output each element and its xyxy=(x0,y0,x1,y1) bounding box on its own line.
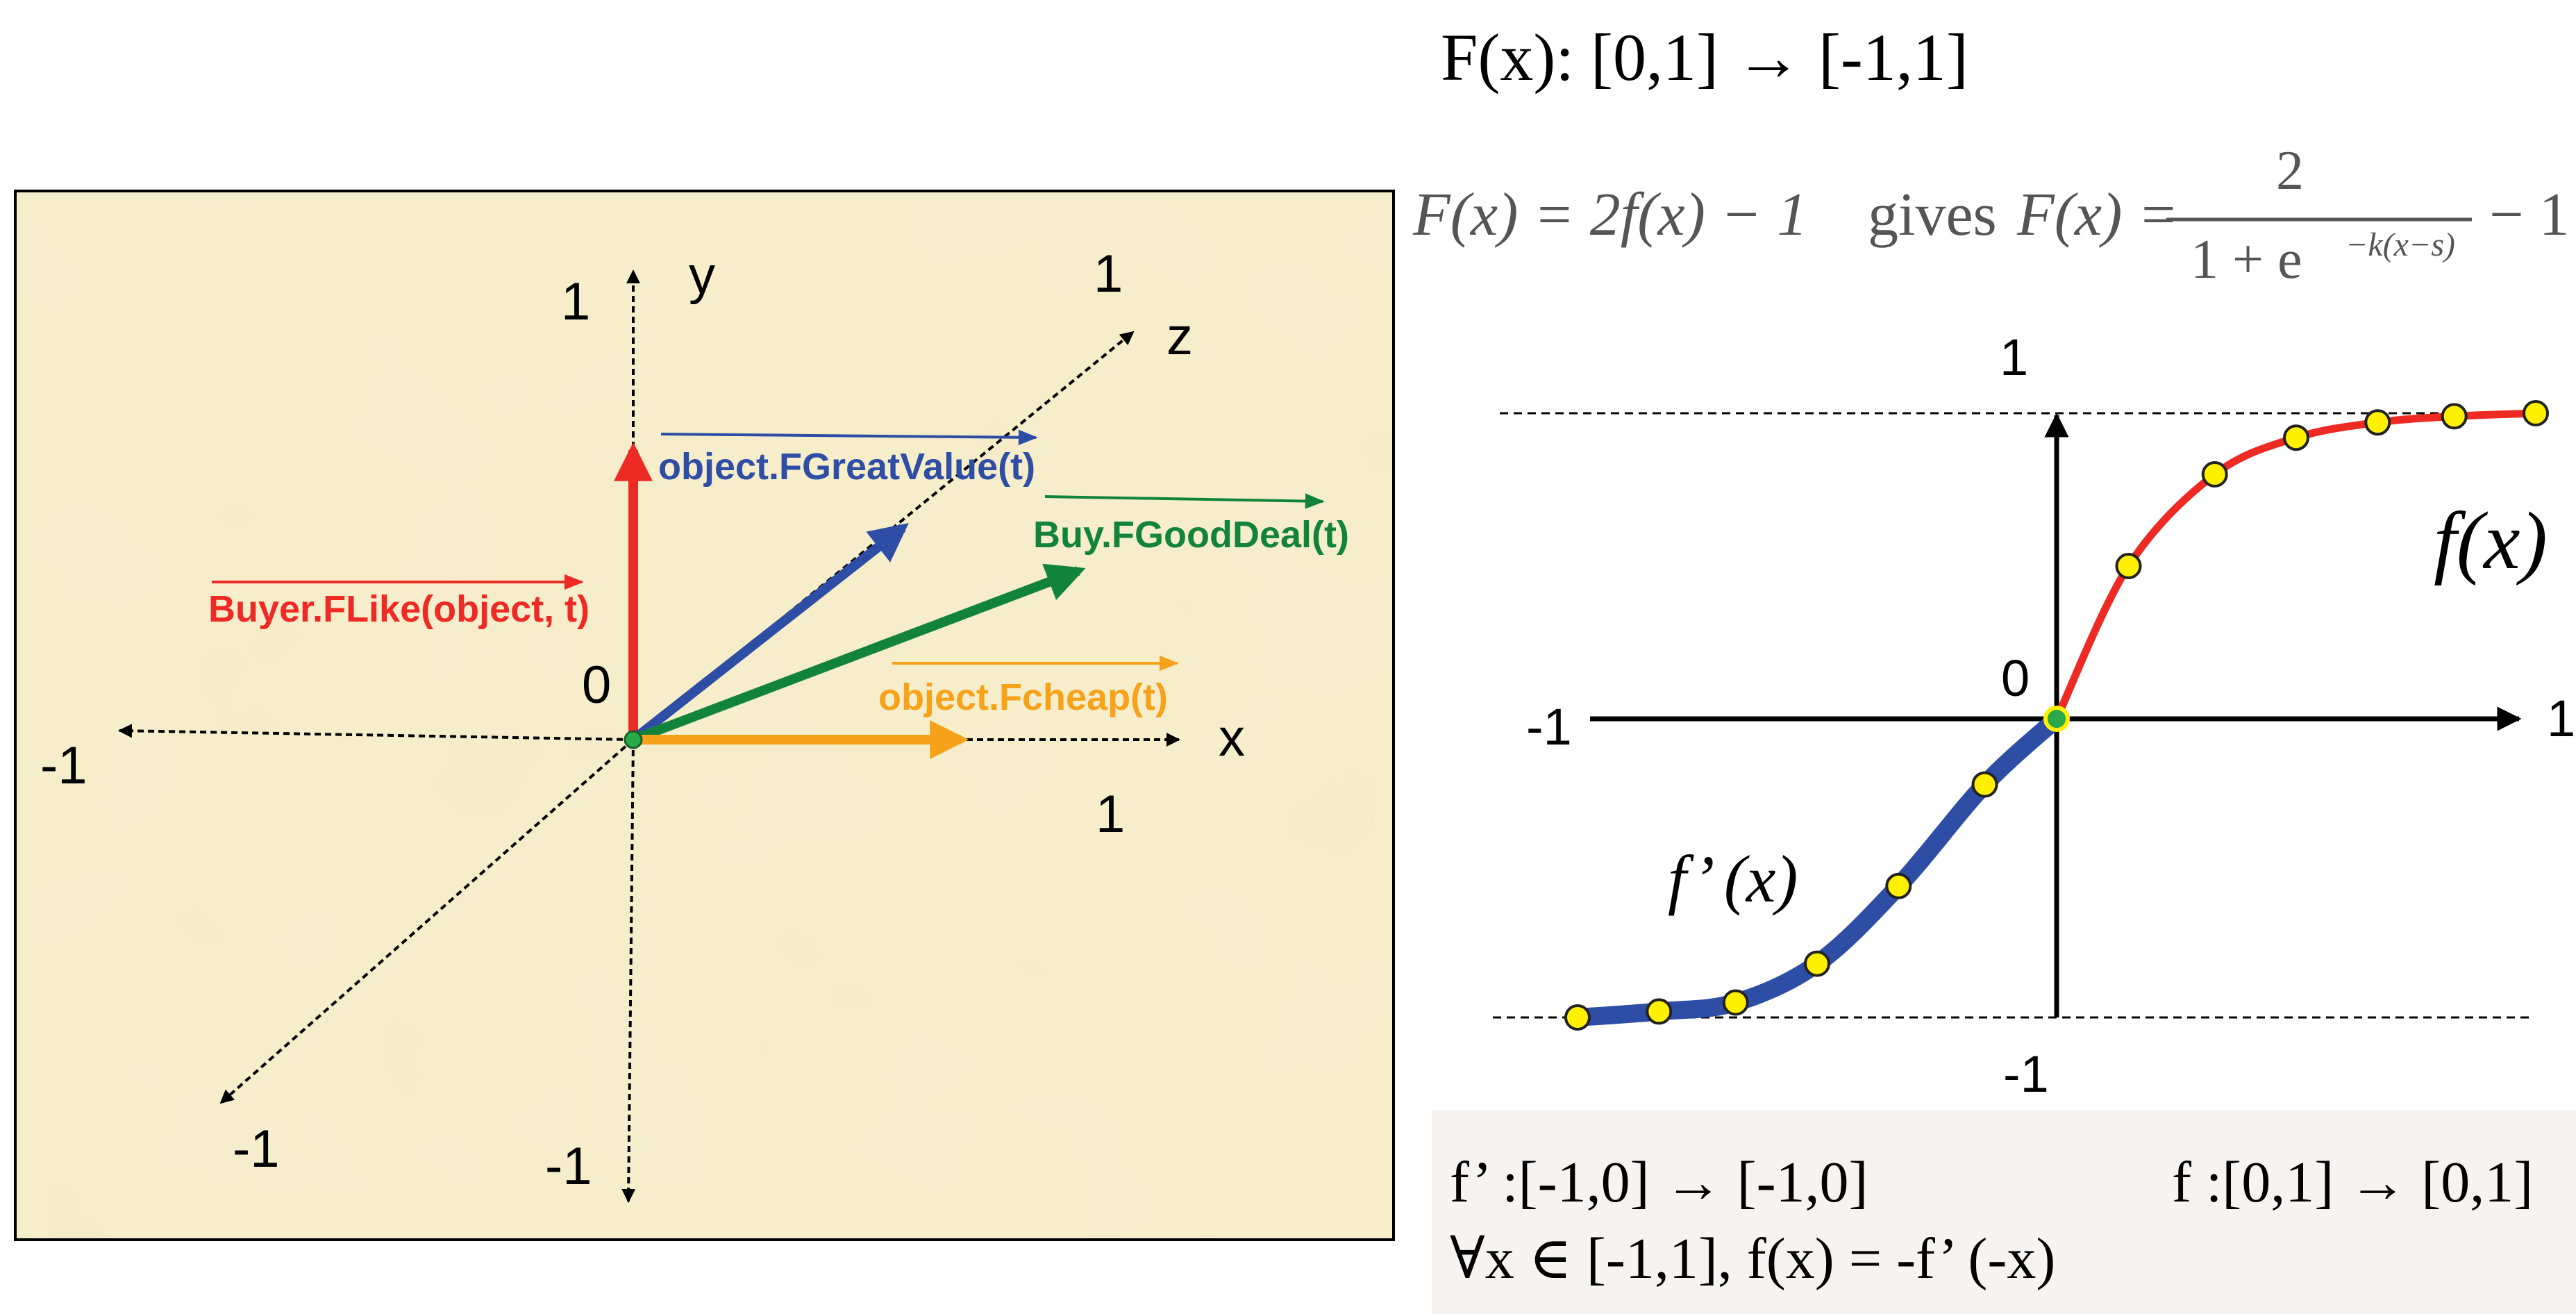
f-prime-point xyxy=(1722,989,1749,1016)
formula-gives: gives xyxy=(1868,181,1997,249)
sigmoid-panel: 1 -1 -1 1 0 f(x) f’ (x) xyxy=(1493,328,2575,1103)
origin-dot xyxy=(624,730,643,749)
sigmoid-origin-label: 0 xyxy=(2001,649,2030,707)
z-axis-neg-tick: -1 xyxy=(233,1120,280,1179)
vector-space-frame xyxy=(14,190,1395,1241)
z-axis-pos-tick: 1 xyxy=(1094,244,1123,303)
f-domain: f :[0,1] → [0,1] xyxy=(2172,1150,2533,1215)
vector-label-good-deal: Buy.FGoodDeal(t) xyxy=(1033,514,1349,556)
vector-space-panel: x y z 1 -1 1 -1 1 -1 0 Buyer.FLike(objec… xyxy=(14,190,1395,1241)
f-prime-markers xyxy=(1564,771,1998,1031)
vector-great-value xyxy=(630,523,909,744)
sigmoid-origin-marker xyxy=(2043,706,2070,732)
footer-definitions: f’ :[-1,0] → [-1,0] f :[0,1] → [0,1] ∀x … xyxy=(1432,1110,2576,1314)
f-prime-point xyxy=(1971,771,1998,798)
f-markers xyxy=(2115,400,2549,579)
formula-denominator: 1 + e xyxy=(2191,229,2302,290)
f-point xyxy=(2364,409,2391,436)
formula-rhs-prefix: F(x) = xyxy=(2016,181,2179,249)
f-prime-point xyxy=(1804,950,1830,977)
f-point xyxy=(2523,400,2549,426)
x-axis-negative xyxy=(118,724,634,741)
footer-background xyxy=(1432,1110,2576,1314)
vector-good-deal xyxy=(631,563,1086,745)
f-prime-label: f’ (x) xyxy=(1668,842,1798,916)
label-arrow-great-value xyxy=(660,429,1038,445)
formula-exponent: −k(x−s) xyxy=(2345,226,2455,263)
sigmoid-right-label: 1 xyxy=(2547,690,2575,747)
y-axis-neg-tick: -1 xyxy=(545,1137,592,1196)
f-point xyxy=(2283,424,2309,451)
y-axis-pos-tick: 1 xyxy=(561,272,590,331)
z-axis-negative xyxy=(219,738,635,1104)
symmetry-identity: ∀x ∈ [-1,1], f(x) = -f’ (-x) xyxy=(1450,1226,2055,1291)
f-point xyxy=(2201,461,2228,488)
f-prime-point xyxy=(1646,998,1673,1025)
f-prime-point xyxy=(1885,872,1912,899)
vector-label-great-value: object.FGreatValue(t) xyxy=(658,446,1035,488)
formula-lhs: F(x) = 2f(x) − 1 xyxy=(1412,181,1807,249)
f-point xyxy=(2115,553,2142,579)
sigmoid-formula: F(x) = 2f(x) − 1 gives F(x) = 2 1 + e −k… xyxy=(1412,140,2570,290)
x-axis-neg-tick: -1 xyxy=(40,736,87,795)
formula-numerator: 2 xyxy=(2276,140,2304,201)
y-axis-label: y xyxy=(689,246,715,305)
vector-label-like: Buyer.FLike(object, t) xyxy=(208,588,589,630)
f-prime-domain: f’ :[-1,0] → [-1,0] xyxy=(1450,1150,1868,1215)
y-axis-negative xyxy=(621,739,636,1203)
f-prime-point xyxy=(1564,1004,1591,1031)
mapping-title: F(x): [0,1] → [-1,1] xyxy=(1441,20,1968,94)
sigmoid-top-label: 1 xyxy=(2000,328,2028,386)
f-label: f(x) xyxy=(2434,495,2548,586)
sigmoid-left-label: -1 xyxy=(1526,698,1572,756)
label-arrow-good-deal xyxy=(1044,493,1325,509)
sigmoid-bottom-label: -1 xyxy=(2003,1045,2049,1103)
vector-label-cheap: object.Fcheap(t) xyxy=(878,676,1168,718)
x-axis-pos-tick: 1 xyxy=(1096,785,1125,844)
f-point xyxy=(2441,403,2468,430)
formula-suffix: − 1 xyxy=(2489,181,2570,249)
z-axis-label: z xyxy=(1166,307,1193,366)
origin-label: 0 xyxy=(582,656,611,715)
x-axis-label: x xyxy=(1219,708,1245,767)
